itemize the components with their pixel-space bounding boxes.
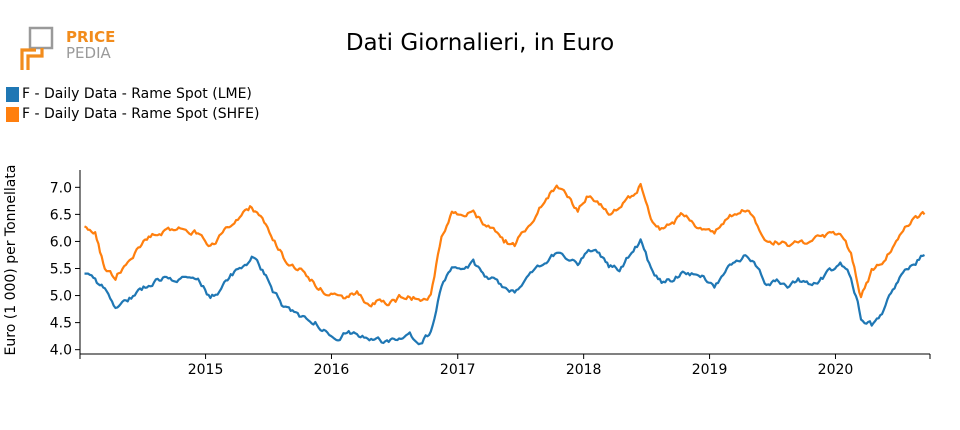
y-tick-label: 7.0 — [50, 180, 72, 196]
legend-item-shfe[interactable]: F - Daily Data - Rame Spot (SHFE) — [6, 104, 259, 124]
y-tick-label: 4.0 — [50, 343, 72, 359]
legend-item-lme[interactable]: F - Daily Data - Rame Spot (LME) — [6, 84, 259, 104]
series-line-lme — [84, 238, 925, 346]
legend-swatch-shfe — [6, 106, 19, 122]
series-line-shfe — [84, 182, 926, 308]
y-tick-label: 5.0 — [50, 289, 72, 305]
x-tick-label: 2018 — [566, 362, 602, 378]
logo-line1: PRICE — [66, 28, 115, 46]
y-tick-label: 6.0 — [50, 234, 72, 250]
y-tick-label: 5.5 — [50, 261, 72, 277]
pricepedia-logo-mark: PRICE PEDIA — [20, 26, 115, 70]
chart-title: Dati Giornalieri, in Euro — [345, 30, 615, 56]
legend-label-lme: F - Daily Data - Rame Spot (LME) — [22, 86, 252, 102]
logo-line2: PEDIA — [66, 44, 111, 62]
x-tick-label: 2019 — [692, 362, 728, 378]
pricepedia-logo: PRICE PEDIA — [18, 26, 128, 72]
y-tick-label: 6.5 — [50, 207, 72, 223]
legend: F - Daily Data - Rame Spot (LME) F - Dai… — [6, 84, 259, 124]
legend-label-shfe: F - Daily Data - Rame Spot (SHFE) — [22, 106, 260, 122]
y-axis-title: Euro (1 000) per Tonnellata — [3, 165, 19, 356]
legend-swatch-lme — [6, 86, 19, 102]
x-tick-label: 2015 — [188, 362, 224, 378]
x-tick-label: 2020 — [818, 362, 854, 378]
x-tick-label: 2017 — [440, 362, 476, 378]
x-tick-label: 2016 — [314, 362, 350, 378]
y-tick-label: 4.5 — [50, 316, 72, 332]
